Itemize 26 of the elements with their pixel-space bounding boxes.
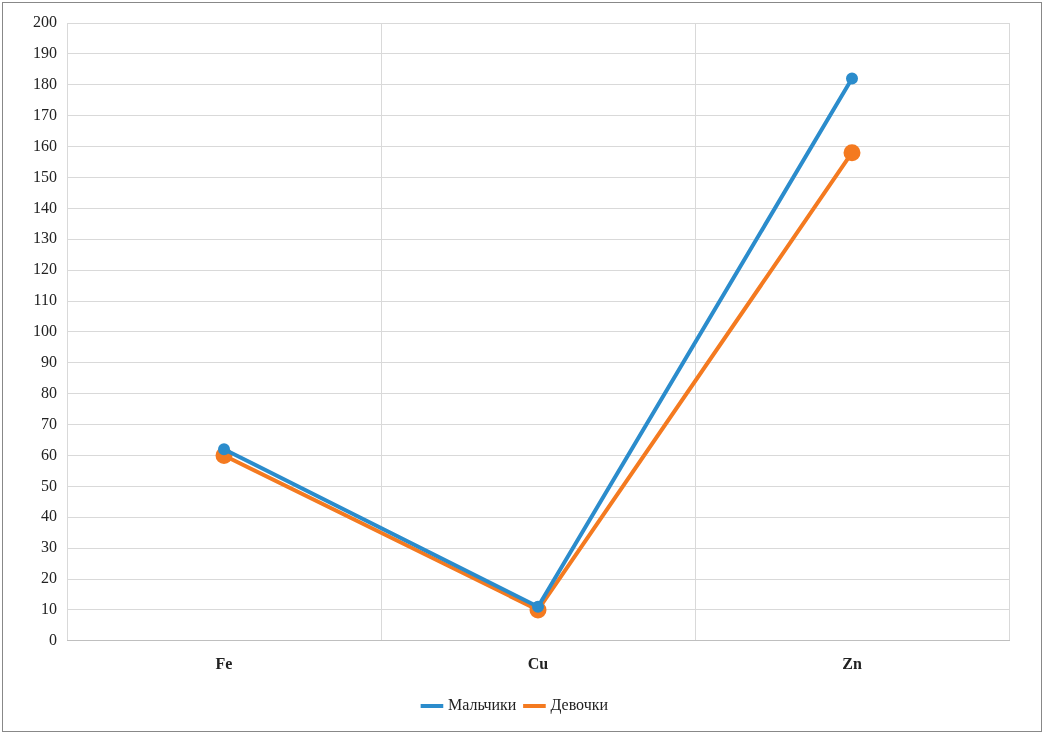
y-tick-label: 70 [41,414,57,432]
y-tick-label: 170 [33,105,57,123]
legend-label: Мальчики [447,696,517,714]
x-tick-label: Fe [215,654,233,672]
x-tick-label: Zn [842,654,862,672]
y-tick-label: 120 [33,260,57,278]
y-tick-label: 110 [33,291,57,309]
y-tick-label: 20 [41,569,57,587]
y-tick-label: 140 [33,198,57,216]
y-tick-label: 60 [41,445,57,463]
y-tick-label: 80 [41,383,57,401]
y-tick-label: 180 [33,74,57,92]
y-tick-label: 160 [33,136,57,154]
y-tick-label: 0 [49,631,57,648]
y-tick-label: 190 [33,44,57,62]
y-tick-label: 130 [33,229,57,247]
y-tick-label: 150 [33,167,57,185]
y-tick-label: 30 [41,538,57,556]
y-tick-label: 40 [41,507,57,525]
y-tick-label: 200 [33,13,57,31]
legend-label: Девочки [550,696,609,715]
y-tick-label: 10 [41,600,57,618]
y-tick-label: 50 [41,476,57,494]
y-tick-label: 100 [33,322,57,340]
y-tick-label: 90 [41,352,57,370]
x-tick-label: Cu [527,654,549,672]
